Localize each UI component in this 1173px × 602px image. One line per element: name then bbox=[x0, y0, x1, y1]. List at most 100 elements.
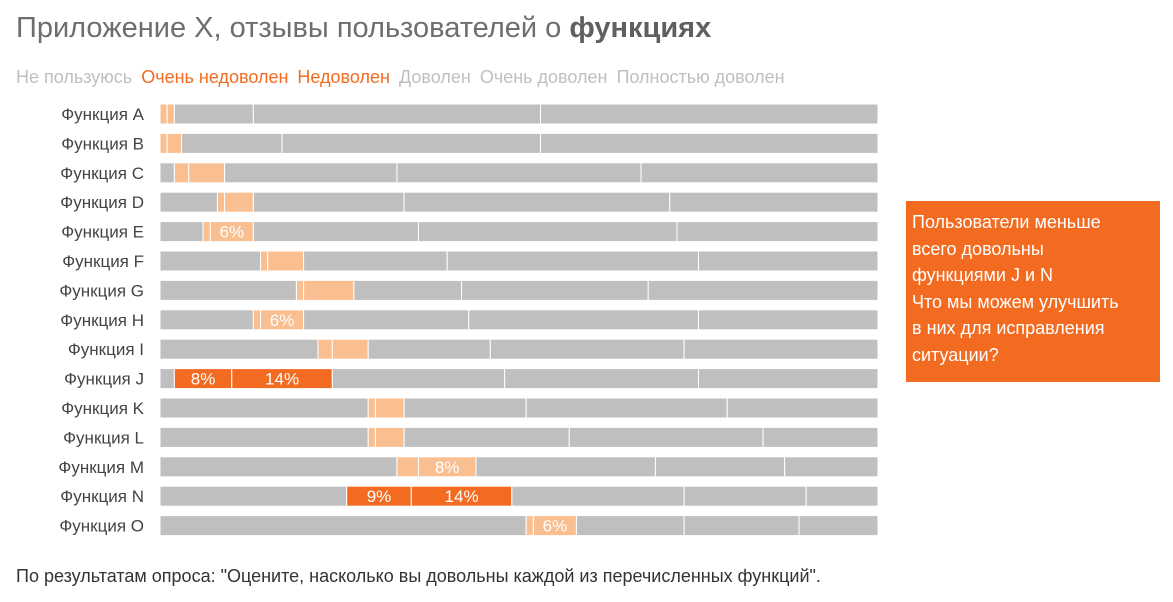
bar-функция-c-series-3 bbox=[188, 162, 226, 184]
legend-item-6: Полностью доволен bbox=[616, 67, 785, 87]
chart-title: Приложение X, отзывы пользователей о фун… bbox=[16, 12, 711, 45]
bar-функция-a-series-5 bbox=[252, 103, 542, 125]
legend-item-3: Недоволен bbox=[297, 67, 390, 87]
bar-функция-l-series-4 bbox=[403, 426, 570, 448]
data-label-функция-e-series-3: 6% bbox=[220, 223, 245, 242]
bar-функция-g-series-5 bbox=[461, 279, 649, 301]
bar-функция-d-series-2 bbox=[216, 191, 226, 213]
bar-функция-l-series-6 bbox=[762, 426, 879, 448]
category-label-функция-j: Функция J bbox=[64, 370, 144, 389]
bar-функция-l-series-3 bbox=[374, 426, 405, 448]
category-label-функция-m: Функция M bbox=[58, 458, 144, 477]
bar-функция-c-series-4 bbox=[224, 162, 398, 184]
bar-функция-e-series-2 bbox=[202, 221, 211, 243]
category-label-функция-i: Функция I bbox=[68, 340, 144, 359]
callout-line-3: функциями J и N bbox=[912, 265, 1054, 285]
bar-функция-k-series-3 bbox=[374, 397, 405, 419]
bar-функция-k-series-4 bbox=[403, 397, 527, 419]
bar-функция-m-series-4 bbox=[475, 456, 656, 478]
bar-функция-n-series-4 bbox=[511, 485, 685, 507]
legend-item-4: Доволен bbox=[398, 67, 471, 87]
bar-функция-n-series-6 bbox=[805, 485, 879, 507]
bar-функция-g-series-2 bbox=[295, 279, 305, 301]
bar-функция-m-series-2 bbox=[396, 456, 419, 478]
bar-функция-h-series-4 bbox=[303, 309, 470, 331]
bar-функция-n-series-5 bbox=[683, 485, 807, 507]
bar-функция-f-series-4 bbox=[303, 250, 448, 272]
bar-функция-l-series-1 bbox=[159, 426, 369, 448]
bar-функция-d-series-6 bbox=[669, 191, 879, 213]
bar-функция-h-series-2 bbox=[252, 309, 262, 331]
bar-функция-m-series-1 bbox=[159, 456, 398, 478]
category-label-функция-h: Функция H bbox=[60, 311, 144, 330]
bar-функция-k-series-1 bbox=[159, 397, 369, 419]
bar-функция-c-series-1 bbox=[159, 162, 175, 184]
data-label-функция-n-series-2: 9% bbox=[367, 487, 392, 506]
category-label-функция-l: Функция L bbox=[63, 428, 144, 447]
legend-item-5: Очень доволен bbox=[479, 67, 608, 87]
bar-функция-d-series-1 bbox=[159, 191, 218, 213]
category-label-функция-g: Функция G bbox=[59, 281, 144, 300]
bar-функция-b-series-2 bbox=[159, 132, 168, 154]
category-label-функция-e: Функция E bbox=[61, 223, 144, 242]
data-label-функция-m-series-3: 8% bbox=[435, 458, 460, 477]
bar-функция-i-series-2 bbox=[317, 338, 333, 360]
bar-функция-m-series-5 bbox=[654, 456, 786, 478]
bar-функция-a-series-2 bbox=[159, 103, 168, 125]
bar-функция-i-series-1 bbox=[159, 338, 319, 360]
bar-функция-e-series-6 bbox=[676, 221, 879, 243]
bar-функция-f-series-3 bbox=[267, 250, 305, 272]
chart-title-emphasis: функциях bbox=[569, 12, 712, 44]
bar-функция-e-series-4 bbox=[252, 221, 419, 243]
bar-функция-k-series-6 bbox=[726, 397, 879, 419]
bar-функция-i-series-3 bbox=[331, 338, 369, 360]
bar-функция-h-series-1 bbox=[159, 309, 254, 331]
insight-callout: Пользователи меньше всего довольны функция… bbox=[906, 201, 1160, 382]
bar-функция-d-series-5 bbox=[403, 191, 671, 213]
bar-функция-h-series-6 bbox=[698, 309, 879, 331]
chart-title-text: Приложение X, отзывы пользователей о bbox=[16, 12, 570, 44]
bar-функция-o-series-5 bbox=[683, 515, 800, 537]
bar-функция-c-series-5 bbox=[396, 162, 642, 184]
bar-функция-j-series-5 bbox=[504, 368, 700, 390]
bar-функция-c-series-2 bbox=[173, 162, 190, 184]
bar-функция-d-series-4 bbox=[252, 191, 405, 213]
category-label-функция-d: Функция D bbox=[60, 193, 144, 212]
bar-функция-f-series-5 bbox=[446, 250, 700, 272]
callout-line-6: ситуации? bbox=[912, 344, 999, 365]
data-label-функция-j-series-2: 8% bbox=[191, 370, 216, 389]
bar-функция-g-series-3 bbox=[303, 279, 355, 301]
category-label-функция-f: Функция F bbox=[62, 252, 144, 271]
stacked-bar-chart: Функция A Функция B Функция C Функция D Функ… bbox=[58, 103, 879, 537]
data-label-функция-o-series-3: 6% bbox=[543, 517, 568, 536]
category-label-функция-a: Функция A bbox=[61, 105, 144, 124]
category-label-функция-n: Функция N bbox=[60, 487, 144, 506]
bar-функция-j-series-1 bbox=[159, 368, 175, 390]
bar-функция-a-series-4 bbox=[173, 103, 254, 125]
bar-функция-c-series-6 bbox=[640, 162, 879, 184]
bar-функция-h-series-5 bbox=[468, 309, 699, 331]
data-label-функция-n-series-3: 14% bbox=[445, 487, 479, 506]
bar-функция-o-series-4 bbox=[575, 515, 685, 537]
bar-функция-n-series-1 bbox=[159, 485, 348, 507]
bar-функция-f-series-1 bbox=[159, 250, 262, 272]
data-label-функция-j-series-3: 14% bbox=[265, 370, 299, 389]
bar-функция-e-series-1 bbox=[159, 221, 204, 243]
bar-функция-k-series-2 bbox=[367, 397, 376, 419]
bar-функция-g-series-4 bbox=[353, 279, 463, 301]
legend-item-2: Очень недоволен bbox=[141, 67, 289, 87]
bar-функция-l-series-2 bbox=[367, 426, 376, 448]
bar-функция-b-series-4 bbox=[181, 132, 283, 154]
bar-функция-o-series-2 bbox=[525, 515, 534, 537]
bar-функция-o-series-1 bbox=[159, 515, 527, 537]
bar-функция-b-series-6 bbox=[540, 132, 879, 154]
bar-функция-b-series-5 bbox=[281, 132, 542, 154]
bar-функция-d-series-3 bbox=[224, 191, 254, 213]
category-label-функция-b: Функция B bbox=[61, 134, 144, 153]
category-label-функция-c: Функция C bbox=[60, 164, 144, 183]
bar-функция-b-series-3 bbox=[166, 132, 183, 154]
callout-line-1: Пользователи меньше bbox=[912, 212, 1101, 232]
bar-функция-j-series-4 bbox=[331, 368, 506, 390]
bar-функция-a-series-6 bbox=[540, 103, 879, 125]
data-label-функция-h-series-3: 6% bbox=[270, 311, 295, 330]
